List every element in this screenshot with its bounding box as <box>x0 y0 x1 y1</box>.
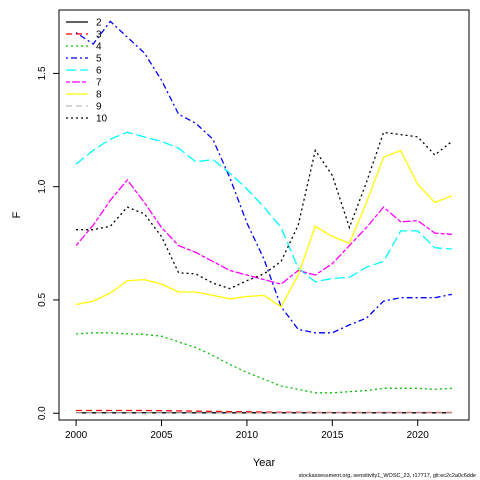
series-line-4 <box>76 332 452 394</box>
footer-text: stockassessment.org, sensitivity1_WOSC_2… <box>299 473 476 479</box>
y-tick-label: 1.0 <box>37 179 48 193</box>
legend-label-9: 9 <box>96 102 102 113</box>
legend-label-6: 6 <box>96 66 102 77</box>
x-tick-label: 2015 <box>321 430 344 441</box>
series-line-6 <box>75 131 452 283</box>
legend-label-4: 4 <box>96 42 102 53</box>
plot-frame <box>58 9 470 421</box>
y-axis-title: F <box>11 211 23 218</box>
x-axis: 2000 2005 2010 2015 2020 <box>65 420 429 441</box>
x-axis-title: Year <box>253 457 276 469</box>
legend-label-8: 8 <box>96 90 102 101</box>
x-tick-label: 2010 <box>236 430 259 441</box>
series-line-7 <box>75 178 452 285</box>
series-line-5 <box>75 20 453 334</box>
legend-label-2: 2 <box>96 18 102 29</box>
legend-label-10: 10 <box>96 114 108 125</box>
legend-label-5: 5 <box>96 54 102 65</box>
x-tick-label: 2000 <box>65 430 88 441</box>
legend-label-7: 7 <box>96 78 102 89</box>
series-line-10 <box>76 131 453 290</box>
x-tick-label: 2005 <box>150 430 173 441</box>
y-tick-label: 0.0 <box>37 406 48 420</box>
x-tick-label: 2020 <box>407 430 430 441</box>
y-tick-label: 0.5 <box>37 293 48 307</box>
legend-label-3: 3 <box>96 30 102 41</box>
series-line-8 <box>75 149 453 308</box>
y-axis: 0.0 0.5 1.0 1.5 <box>37 66 59 420</box>
series-layer <box>75 20 453 414</box>
y-tick-label: 1.5 <box>37 66 48 80</box>
